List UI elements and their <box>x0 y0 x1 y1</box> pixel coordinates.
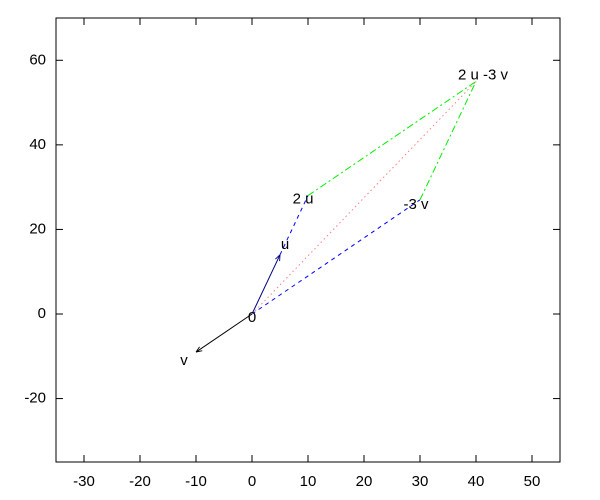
vector-segment <box>307 81 477 197</box>
point-label: v <box>180 352 188 369</box>
y-tick-label: 0 <box>38 305 46 322</box>
point-label: u <box>281 236 289 253</box>
y-tick-label: -20 <box>24 390 46 407</box>
y-tick-label: 60 <box>29 51 46 68</box>
vector-segment <box>251 81 477 315</box>
x-tick-label: 0 <box>248 473 256 490</box>
x-tick-label: -30 <box>73 473 95 490</box>
vector-segment <box>279 195 309 256</box>
y-tick-label: 40 <box>29 136 46 153</box>
vector-segment <box>196 313 253 352</box>
x-tick-label: 30 <box>412 473 429 490</box>
vector-segment <box>251 199 421 315</box>
plot-frame <box>55 17 561 463</box>
point-label: -3 v <box>403 196 429 213</box>
x-tick-label: 40 <box>468 473 485 490</box>
vector-segment <box>251 255 280 315</box>
x-tick-label: -20 <box>129 473 151 490</box>
point-label: 2 u -3 v <box>458 66 509 83</box>
vector-segment <box>419 81 477 201</box>
point-label: 2 u <box>293 191 314 208</box>
point-label: 0 <box>248 309 256 326</box>
x-tick-label: 50 <box>524 473 541 490</box>
y-tick-label: 20 <box>29 220 46 237</box>
x-tick-label: -10 <box>185 473 207 490</box>
x-tick-label: 10 <box>300 473 317 490</box>
x-tick-label: 20 <box>356 473 373 490</box>
